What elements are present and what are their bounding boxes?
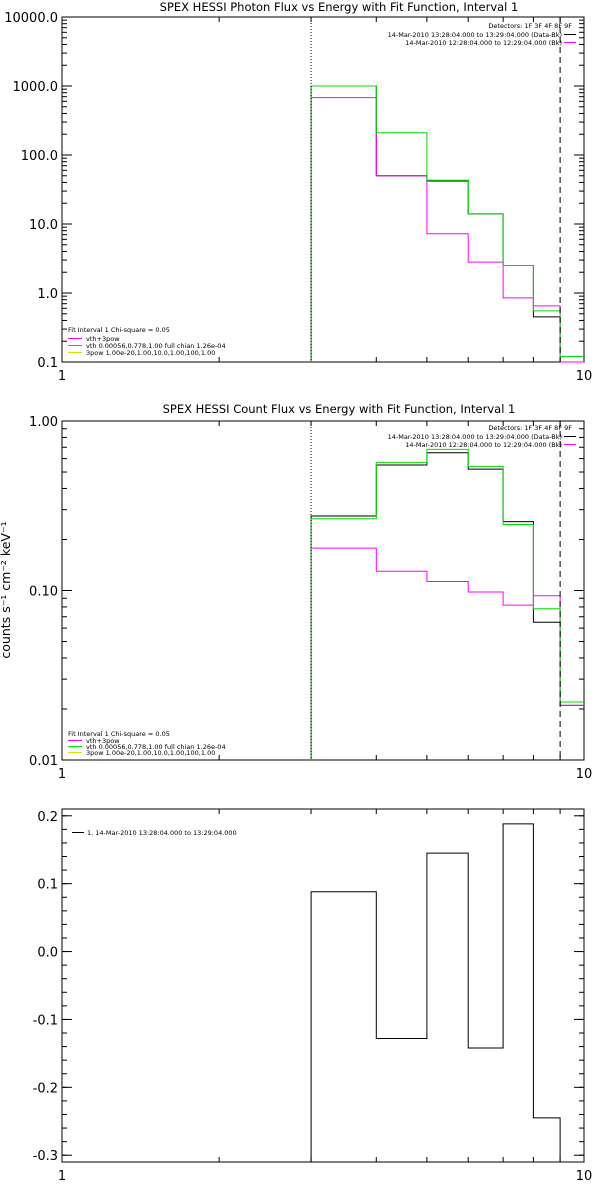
y-axis: -0.3 -0.2 -0.1 0.0 0.1 0.2 — [33, 810, 584, 1164]
fit-legend: Fit Interval 1 Chi-square = 0.05 vth+3po… — [68, 326, 226, 357]
series-residual-line — [310, 823, 561, 1162]
y-tick-label: -0.1 — [33, 1013, 58, 1028]
count-flux-panel: SPEX HESSI Count Flux vs Energy with Fit… — [0, 402, 592, 782]
series-data-line — [310, 85, 584, 363]
fit-interval-markers — [310, 421, 561, 760]
legend-data-entry: 14-Mar-2010 13:28:04.000 to 13:29:04.000… — [388, 31, 562, 39]
fit-legend-line-3: 3pow 1.00e-20,1.00,10.0,1.00,100,1.00 — [86, 749, 215, 757]
legend-bk-entry: 14-Mar-2010 12:28:04.000 to 12:29:04.000… — [405, 441, 562, 449]
series-group — [310, 85, 584, 363]
y-tick-label: 10000.0 — [4, 11, 58, 26]
x-axis: 1 10 — [58, 421, 592, 782]
y-axis: 0.01 0.10 1.00 — [29, 415, 584, 769]
series-background-line — [310, 547, 584, 760]
chart-title: SPEX HESSI Photon Flux vs Energy with Fi… — [160, 0, 519, 14]
y-tick-label: 1.0 — [37, 287, 58, 302]
y-tick-label: -0.3 — [33, 1149, 58, 1164]
x-tick-label: 10 — [576, 1169, 593, 1184]
series-fit-line — [310, 85, 584, 362]
legend-detectors: Detectors: 1F 3F 4F 8F 9F — [488, 22, 572, 30]
fit-legend: Fit Interval 1 Chi-square = 0.05 vth+3po… — [68, 730, 226, 757]
y-tick-label: 10.0 — [29, 218, 58, 233]
legend-residual-entry: 1. 14-Mar-2010 13:28:04.000 to 13:29:04.… — [87, 829, 237, 837]
legend-detectors: Detectors: 1F 3F 4F 8F 9F — [488, 424, 572, 432]
fit-legend-line-2: vth 0.00056,0.778,1.00 full chian 1.26e-… — [86, 743, 226, 751]
x-tick-label: 10 — [576, 369, 593, 384]
plot-frame — [61, 420, 585, 761]
x-tick-label: 1 — [58, 369, 66, 384]
fit-legend-line-2: vth 0.00056,0.778,1.00 full chian 1.26e-… — [86, 342, 226, 350]
series-data-line — [310, 452, 584, 760]
series-fit-line — [310, 448, 584, 760]
x-tick-label: 1 — [58, 1169, 66, 1184]
legend-data-entry: 14-Mar-2010 13:28:04.000 to 13:29:04.000… — [388, 433, 562, 441]
x-axis: 1 10 — [58, 809, 592, 1184]
x-tick-label: 10 — [576, 767, 593, 782]
y-axis: 0.1 1.0 10.0 100.0 1000.0 10000.0 — [4, 11, 584, 371]
legend: 1. 14-Mar-2010 13:28:04.000 to 13:29:04.… — [72, 829, 237, 837]
fit-legend-line-1: vth+3pow — [86, 335, 120, 343]
series-background-line — [310, 97, 584, 363]
series-group — [310, 823, 561, 1162]
fit-legend-line-3: 3pow 1.00e-20,1.00,10.0,1.00,100,1.00 — [86, 349, 215, 357]
y-axis-label: counts s⁻¹ cm⁻² keV⁻¹ — [0, 521, 13, 658]
legend: Detectors: 1F 3F 4F 8F 9F 14-Mar-2010 13… — [388, 22, 576, 47]
fit-legend-header: Fit Interval 1 Chi-square = 0.05 — [68, 730, 170, 738]
y-tick-label: -0.2 — [33, 1081, 58, 1096]
y-tick-label: 100.0 — [21, 149, 58, 164]
y-tick-label: 0.1 — [37, 356, 58, 371]
y-tick-label: 1000.0 — [13, 80, 59, 95]
legend-bk-entry: 14-Mar-2010 12:28:04.000 to 12:29:04.000… — [405, 39, 562, 47]
chart-title: SPEX HESSI Count Flux vs Energy with Fit… — [163, 402, 516, 416]
y-tick-label: 1.00 — [29, 415, 58, 430]
series-group — [310, 448, 584, 760]
y-tick-label: 0.01 — [29, 754, 58, 769]
y-axis-label-clip: Raw Residuals — [0, 940, 13, 1030]
x-tick-label: 1 — [58, 767, 66, 782]
y-tick-label: 0.0 — [37, 946, 58, 961]
fit-legend-header: Fit Interval 1 Chi-square = 0.05 — [68, 326, 170, 334]
y-axis-label: Raw Residuals — [0, 940, 13, 1030]
residuals-panel: Raw Residuals -0.3-0.2-0.10.00.10.2 1 10 … — [0, 808, 592, 1184]
y-tick-label: 0.10 — [29, 585, 58, 600]
fit-legend-line-1: vth+3pow — [86, 737, 120, 745]
legend: Detectors: 1F 3F 4F 8F 9F 14-Mar-2010 13… — [388, 424, 576, 449]
fit-interval-markers — [310, 17, 561, 362]
y-tick-label: 0.1 — [37, 878, 58, 893]
plot-frame — [61, 16, 585, 363]
photon-flux-panel: SPEX HESSI Photon Flux vs Energy with Fi… — [4, 0, 592, 384]
y-tick-label: 0.2 — [37, 810, 58, 825]
plot-frame — [61, 808, 585, 1163]
